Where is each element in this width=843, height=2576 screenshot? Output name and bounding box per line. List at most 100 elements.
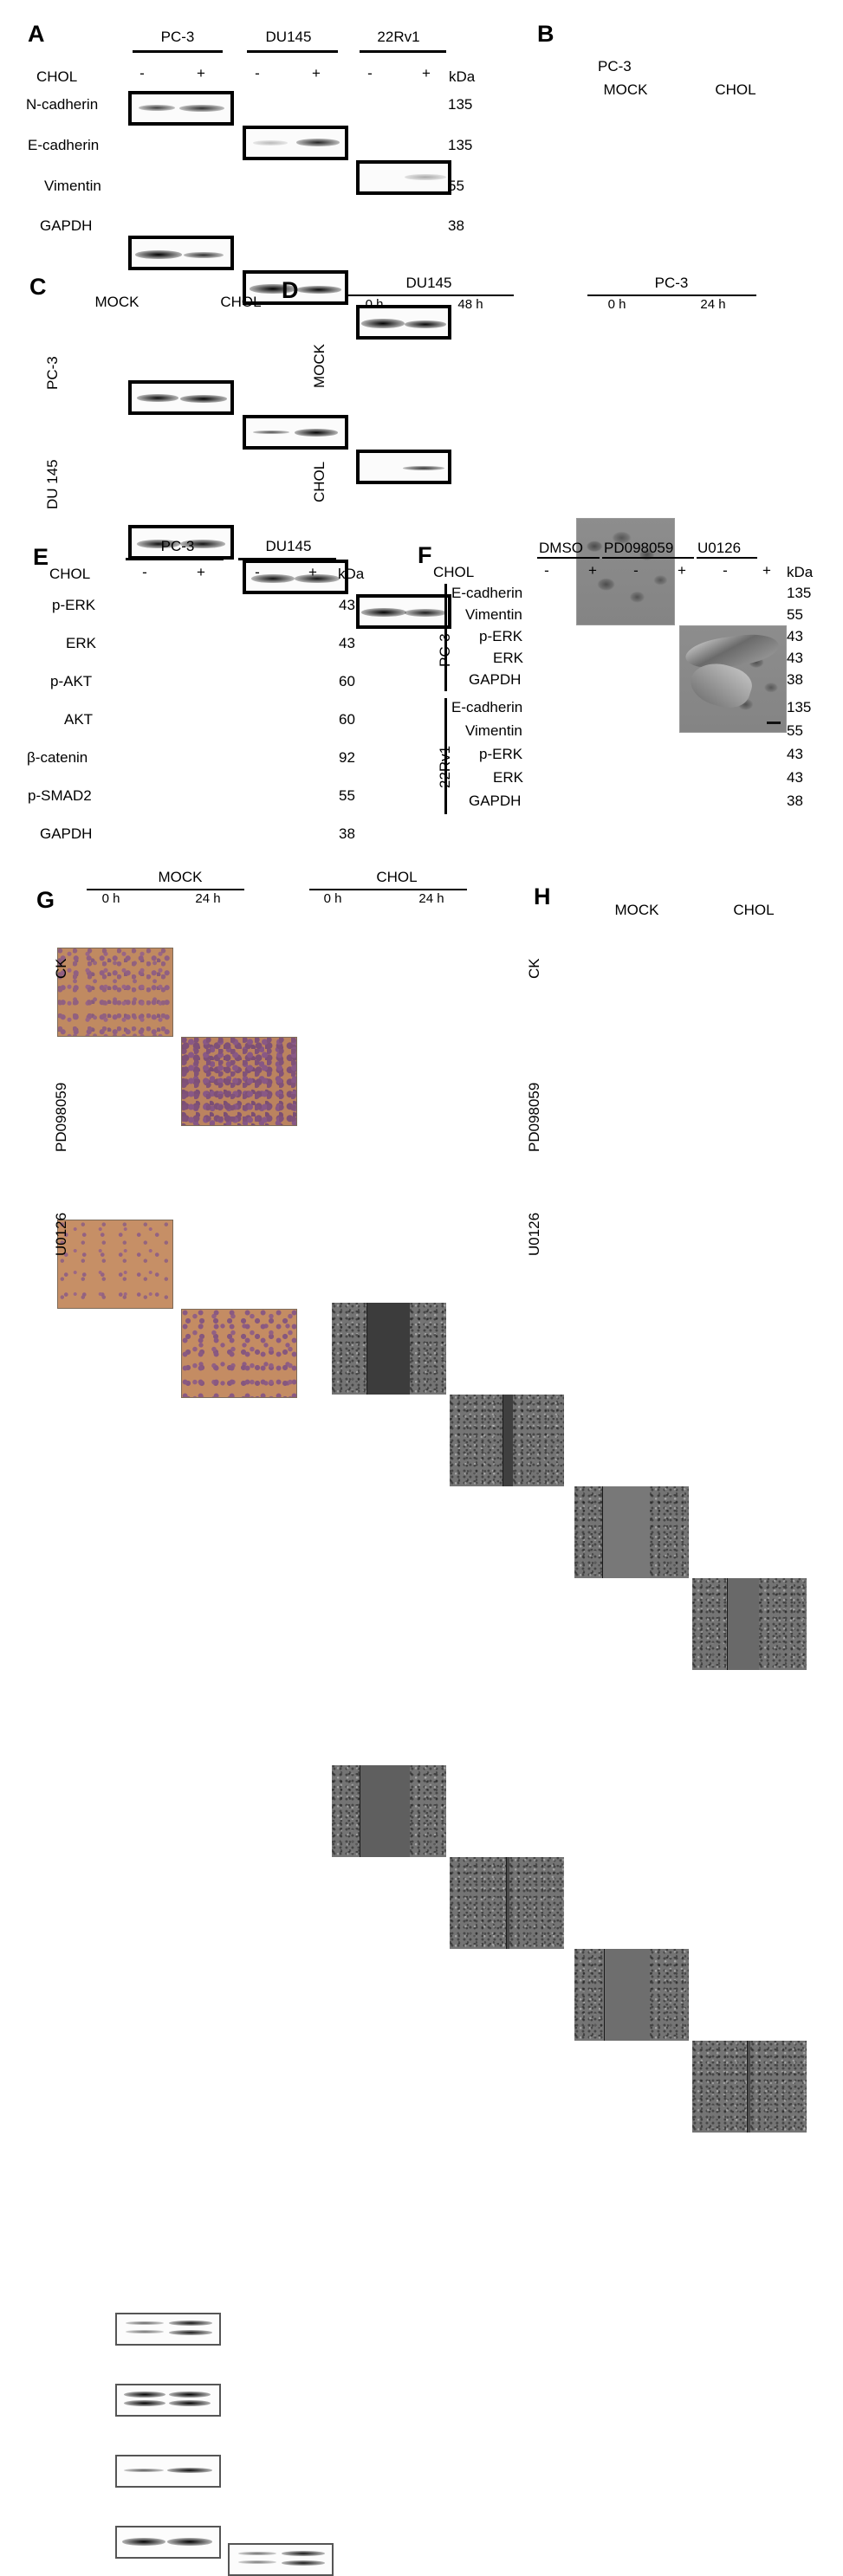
panel-g-label: G bbox=[36, 887, 55, 913]
panel-f-pc3-target-erk: ERK bbox=[493, 650, 523, 666]
panel-d-rule-du145 bbox=[345, 294, 514, 296]
panel-f-pc3-target-p-erk: p-ERK bbox=[479, 628, 523, 644]
panel-f-lane-4: - bbox=[723, 562, 728, 579]
panel-a-lane-plus-2: + bbox=[312, 65, 321, 81]
panel-f-pc3-kda-2: 43 bbox=[787, 628, 803, 644]
panel-e-kda-header: kDa bbox=[338, 566, 365, 582]
panel-f-22rv1-target-vimentin: Vimentin bbox=[465, 722, 522, 739]
panel-f-rule-pd098059 bbox=[602, 557, 694, 559]
blot-a-e-cadherin-22rv1 bbox=[356, 305, 451, 340]
panel-f-pc3-target-e-cadherin: E-cadherin bbox=[451, 585, 523, 601]
panel-a-lane-minus-3: - bbox=[367, 65, 373, 81]
panel-a-target-gapdh: GAPDH bbox=[40, 217, 93, 234]
panel-a-chol-label: CHOL bbox=[36, 68, 78, 85]
blot-e-erk-pc3 bbox=[115, 2384, 221, 2417]
panel-d-time-du145-0h: 0 h bbox=[365, 297, 384, 312]
panel-h-row-ck: CK bbox=[526, 958, 542, 979]
panel-f-pc3-kda-1: 55 bbox=[787, 606, 803, 623]
panel-f-22rv1-kda-3: 43 bbox=[787, 769, 803, 786]
panel-e-target-akt: AKT bbox=[64, 711, 94, 728]
panel-e-label: E bbox=[33, 544, 49, 570]
panel-a-kda-1: 135 bbox=[448, 137, 473, 153]
panel-d-time-pc3-0h: 0 h bbox=[607, 297, 626, 312]
panel-h-row-pd098059: PD098059 bbox=[526, 1082, 542, 1152]
panel-c-label: C bbox=[29, 274, 47, 300]
panel-f-pc3-kda-4: 38 bbox=[787, 671, 803, 688]
wound-d-mock-pc3-0h bbox=[574, 1486, 689, 1578]
panel-e-target-p-erk: p-ERK bbox=[52, 597, 96, 613]
panel-g-time-mock-0h: 0 h bbox=[101, 891, 120, 906]
panel-g-row-u0126: U0126 bbox=[53, 1212, 69, 1256]
panel-a-target-n-cadherin: N-cadherin bbox=[26, 96, 99, 113]
panel-f-inhibitor-pd098059: PD098059 bbox=[604, 540, 674, 556]
panel-g-rule-chol bbox=[309, 889, 467, 890]
blot-e-p-akt-pc3 bbox=[115, 2455, 221, 2488]
panel-g-rule-mock bbox=[87, 889, 244, 890]
panel-f-bracket-22rv1 bbox=[444, 698, 447, 814]
panel-f-chol-label: CHOL bbox=[433, 564, 475, 580]
blot-a-e-cadherin-du145 bbox=[243, 270, 348, 305]
panel-f-inhibitor-dmso: DMSO bbox=[539, 540, 583, 556]
panel-f-pc3-kda-0: 135 bbox=[787, 585, 812, 601]
panel-e-kda-5: 55 bbox=[339, 787, 355, 804]
panel-f-22rv1-target-gapdh: GAPDH bbox=[469, 793, 522, 809]
panel-a-kda-0: 135 bbox=[448, 96, 473, 113]
transwell-c-pc3-mock bbox=[57, 948, 173, 1037]
transwell-c-du145-mock bbox=[57, 1220, 173, 1309]
panel-f-lane-0: - bbox=[544, 562, 549, 579]
panel-h-col-mock: MOCK bbox=[614, 902, 659, 918]
panel-e-target-gapdh: GAPDH bbox=[40, 825, 93, 842]
panel-e-chol-label: CHOL bbox=[49, 566, 91, 582]
panel-f-rule-dmso bbox=[537, 557, 600, 559]
panel-e-rule-du145 bbox=[238, 558, 336, 560]
panel-c-row-du145: DU 145 bbox=[44, 459, 61, 509]
panel-e-kda-4: 92 bbox=[339, 749, 355, 766]
panel-f-block-label-22rv1: 22Rv1 bbox=[437, 745, 453, 788]
wound-d-chol-pc3-0h bbox=[574, 1949, 689, 2041]
panel-e-lane-plus-1: + bbox=[197, 564, 205, 580]
blot-a-vimentin-du145 bbox=[243, 415, 348, 450]
wound-d-mock-pc3-24h bbox=[692, 1578, 807, 1670]
panel-a-lane-plus-1: + bbox=[197, 65, 205, 81]
panel-b-col-chol: CHOL bbox=[715, 81, 756, 98]
panel-f-22rv1-target-e-cadherin: E-cadherin bbox=[451, 699, 523, 715]
panel-f-rule-u0126 bbox=[697, 557, 757, 559]
panel-f-inhibitor-u0126: U0126 bbox=[697, 540, 742, 556]
panel-e-kda-3: 60 bbox=[339, 711, 355, 728]
panel-e-kda-6: 38 bbox=[339, 825, 355, 842]
panel-e-lane-plus-2: + bbox=[308, 564, 317, 580]
panel-f-22rv1-kda-0: 135 bbox=[787, 699, 812, 715]
panel-f-bracket-pc3 bbox=[444, 584, 447, 691]
panel-f-22rv1-target-p-erk: p-ERK bbox=[479, 746, 523, 762]
blot-a-e-cadherin-pc3 bbox=[128, 236, 234, 270]
panel-f-lane-3: + bbox=[678, 562, 686, 579]
blot-e-p-erk-du145 bbox=[228, 2543, 334, 2576]
blot-a-gapdh-pc3 bbox=[128, 525, 234, 560]
panel-b-label: B bbox=[537, 21, 554, 47]
panel-e-rule-pc3 bbox=[126, 558, 224, 560]
panel-c-col-chol: CHOL bbox=[220, 294, 262, 310]
panel-f-pc3-target-vimentin: Vimentin bbox=[465, 606, 522, 623]
panel-e-target-p-akt: p-AKT bbox=[50, 673, 93, 689]
panel-a-kda-2: 55 bbox=[448, 178, 464, 194]
panel-d-time-du145-48h: 48 h bbox=[457, 297, 483, 312]
panel-e-cellline-pc3: PC-3 bbox=[160, 538, 195, 554]
blot-a-vimentin-pc3 bbox=[128, 380, 234, 415]
wound-d-chol-du145-0h bbox=[332, 1765, 446, 1857]
panel-h-row-u0126: U0126 bbox=[526, 1212, 542, 1256]
panel-f-label: F bbox=[418, 542, 432, 568]
panel-a-target-e-cadherin: E-cadherin bbox=[28, 137, 100, 153]
panel-a-cellline-22rv1: 22Rv1 bbox=[377, 29, 420, 45]
panel-f-lane-5: + bbox=[762, 562, 771, 579]
panel-e-target-b-catenin: β-catenin bbox=[27, 749, 88, 766]
blot-a-n-cadherin-22rv1 bbox=[356, 160, 451, 195]
panel-e-kda-2: 60 bbox=[339, 673, 355, 689]
panel-e-lane-minus-2: - bbox=[255, 564, 260, 580]
panel-d-time-pc3-24h: 24 h bbox=[700, 297, 726, 312]
scale-bar bbox=[767, 722, 781, 724]
panel-g-group-mock: MOCK bbox=[158, 869, 203, 885]
panel-a-rule-du145 bbox=[247, 50, 338, 53]
blot-a-n-cadherin-pc3 bbox=[128, 91, 234, 126]
panel-e-target-p-smad2: p-SMAD2 bbox=[28, 787, 92, 804]
panel-a-lane-minus-1: - bbox=[139, 65, 145, 81]
